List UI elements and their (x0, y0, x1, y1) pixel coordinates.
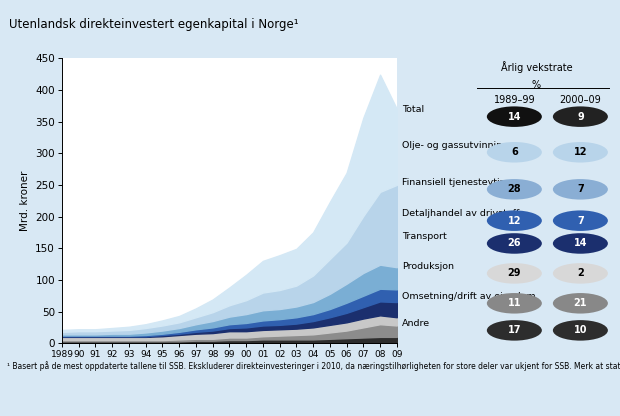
Ellipse shape (487, 263, 542, 284)
Text: %: % (532, 79, 541, 89)
Ellipse shape (553, 179, 608, 200)
Text: 1989–99: 1989–99 (494, 95, 535, 105)
Text: 29: 29 (508, 268, 521, 278)
Ellipse shape (487, 293, 542, 314)
Ellipse shape (553, 210, 608, 231)
Ellipse shape (553, 320, 608, 341)
Text: 12: 12 (508, 215, 521, 225)
Y-axis label: Mrd. kroner: Mrd. kroner (20, 171, 30, 231)
Text: Olje- og gassutvinning: Olje- og gassutvinning (402, 141, 508, 150)
Ellipse shape (487, 210, 542, 231)
Text: 12: 12 (574, 147, 587, 157)
Text: 14: 14 (574, 238, 587, 248)
Text: 21: 21 (574, 298, 587, 308)
Text: 7: 7 (577, 215, 584, 225)
Text: Detaljhandel av drivstoff: Detaljhandel av drivstoff (402, 209, 520, 218)
Text: 9: 9 (577, 111, 584, 121)
Ellipse shape (553, 142, 608, 163)
Text: 14: 14 (508, 111, 521, 121)
Text: Total: Total (402, 105, 424, 114)
Ellipse shape (487, 179, 542, 200)
Text: 10: 10 (574, 325, 587, 335)
Text: Produksjon: Produksjon (402, 262, 454, 271)
Text: Finansiell tjenesteyting: Finansiell tjenesteyting (402, 178, 511, 187)
Text: 2: 2 (577, 268, 584, 278)
Text: Årlig vekstrate: Årlig vekstrate (500, 61, 572, 73)
Ellipse shape (487, 142, 542, 163)
Text: Transport: Transport (402, 232, 447, 241)
Text: ¹ Basert på de mest oppdaterte tallene til SSB. Ekskluderer direkteinvesteringer: ¹ Basert på de mest oppdaterte tallene t… (7, 361, 620, 371)
Text: 7: 7 (577, 184, 584, 194)
Text: 6: 6 (511, 147, 518, 157)
Ellipse shape (553, 263, 608, 284)
Ellipse shape (487, 320, 542, 341)
Ellipse shape (487, 233, 542, 254)
Text: 17: 17 (508, 325, 521, 335)
Ellipse shape (553, 106, 608, 127)
Ellipse shape (553, 233, 608, 254)
Text: 28: 28 (508, 184, 521, 194)
Ellipse shape (487, 106, 542, 127)
Text: Omsetning/drift av eiendom: Omsetning/drift av eiendom (402, 292, 536, 301)
Text: Utenlandsk direkteinvestert egenkapital i Norge¹: Utenlandsk direkteinvestert egenkapital … (9, 18, 299, 32)
Text: Andre: Andre (402, 319, 430, 328)
Ellipse shape (553, 293, 608, 314)
Text: 2000–09: 2000–09 (559, 95, 601, 105)
Text: 11: 11 (508, 298, 521, 308)
Text: 26: 26 (508, 238, 521, 248)
